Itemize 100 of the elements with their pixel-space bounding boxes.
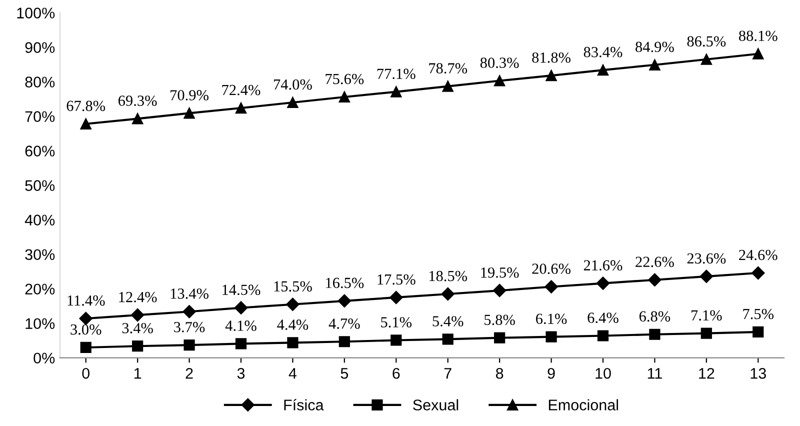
- y-tick-label: 0%: [34, 352, 55, 364]
- data-label: 16.5%: [326, 278, 364, 288]
- x-tick-label: 9: [548, 368, 555, 379]
- point: [390, 334, 402, 346]
- point: [597, 330, 609, 342]
- y-tick-label: 100%: [17, 8, 55, 18]
- point: [700, 54, 712, 65]
- point: [80, 342, 92, 354]
- point: [132, 340, 144, 352]
- x-tick-label: 13: [750, 368, 766, 379]
- point: [649, 328, 660, 340]
- data-label: 83.4%: [584, 46, 622, 58]
- point: [544, 280, 558, 294]
- point: [546, 70, 557, 82]
- data-label: 6.8%: [639, 311, 670, 322]
- point: [338, 91, 350, 103]
- legend-label: Emocional: [548, 399, 618, 410]
- data-label: 14.5%: [222, 284, 260, 296]
- point: [752, 266, 765, 280]
- x-tick-label: 1: [134, 368, 142, 379]
- data-label: 13.4%: [170, 288, 208, 299]
- x-tick-label: 11: [648, 368, 662, 379]
- data-label: 84.9%: [636, 42, 674, 52]
- data-label: 78.7%: [429, 63, 468, 74]
- point: [442, 334, 454, 345]
- data-label: 80.3%: [480, 58, 519, 68]
- data-label: 4.7%: [328, 318, 360, 329]
- x-tick-label: 5: [340, 368, 348, 379]
- point: [546, 331, 557, 342]
- point: [648, 273, 662, 286]
- data-label: 77.1%: [377, 68, 416, 80]
- point: [184, 108, 195, 119]
- data-label: 3.4%: [122, 322, 153, 334]
- point: [492, 284, 506, 298]
- point: [442, 80, 454, 92]
- point: [752, 48, 764, 60]
- data-label: 81.8%: [532, 52, 570, 63]
- legend-label: Física: [284, 399, 324, 410]
- data-label: 6.4%: [588, 312, 618, 323]
- data-label: 12.4%: [119, 292, 157, 302]
- y-tick-label: 10%: [26, 318, 55, 330]
- point: [390, 290, 403, 304]
- point: [235, 102, 247, 114]
- data-label: 4.1%: [225, 320, 256, 331]
- point: [80, 118, 92, 130]
- data-label: 15.5%: [274, 281, 312, 292]
- x-tick-label: 12: [699, 368, 714, 379]
- y-tick-label: 50%: [25, 180, 55, 191]
- data-label: 3.0%: [70, 324, 102, 335]
- data-label: 88.1%: [738, 30, 778, 42]
- data-label: 4.4%: [277, 320, 308, 330]
- x-tick-label: 2: [186, 368, 193, 379]
- point: [700, 270, 714, 283]
- data-label: 5.1%: [381, 317, 412, 328]
- point: [494, 332, 506, 344]
- x-tick-label: 10: [596, 368, 611, 379]
- data-label: 70.9%: [170, 90, 208, 100]
- data-label: 69.3%: [118, 96, 157, 106]
- point: [441, 287, 454, 301]
- y-tick-label: 30%: [25, 249, 55, 260]
- point: [338, 336, 350, 348]
- point: [286, 298, 300, 311]
- point: [184, 340, 195, 351]
- x-tick-label: 8: [496, 368, 504, 379]
- x-tick-label: 6: [392, 368, 400, 379]
- data-label: 20.6%: [532, 264, 570, 274]
- point: [390, 86, 402, 98]
- point: [287, 96, 298, 108]
- x-tick-label: 4: [288, 368, 297, 379]
- x-tick-label: 0: [82, 368, 90, 379]
- data-label: 5.8%: [484, 314, 515, 326]
- legend-label: Sexual: [413, 399, 458, 410]
- y-tick-label: 90%: [25, 42, 55, 53]
- y-tick-label: 70%: [25, 111, 55, 122]
- y-tick-label: 40%: [24, 214, 55, 226]
- point: [287, 337, 298, 348]
- x-tick-label: 3: [237, 368, 245, 379]
- y-tick-label: 80%: [25, 76, 55, 88]
- data-label: 24.6%: [739, 250, 778, 260]
- data-label: 22.6%: [636, 256, 674, 268]
- point: [132, 113, 144, 124]
- point: [235, 338, 247, 350]
- data-label: 5.4%: [432, 316, 464, 326]
- data-label: 6.1%: [536, 314, 567, 324]
- point: [494, 75, 506, 86]
- data-label: 18.5%: [429, 270, 468, 282]
- data-label: 67.8%: [66, 100, 106, 112]
- point: [752, 326, 764, 338]
- point: [596, 276, 610, 290]
- data-label: 72.4%: [222, 84, 260, 96]
- point: [597, 64, 609, 76]
- data-label: 21.6%: [584, 260, 622, 271]
- point: [130, 308, 144, 322]
- data-label: 17.5%: [378, 274, 416, 285]
- point: [234, 301, 248, 314]
- data-label: 11.4%: [68, 295, 105, 306]
- x-tick-label: 7: [444, 368, 452, 379]
- data-label: 19.5%: [481, 267, 519, 278]
- data-label: 3.7%: [174, 322, 205, 332]
- point: [182, 305, 196, 318]
